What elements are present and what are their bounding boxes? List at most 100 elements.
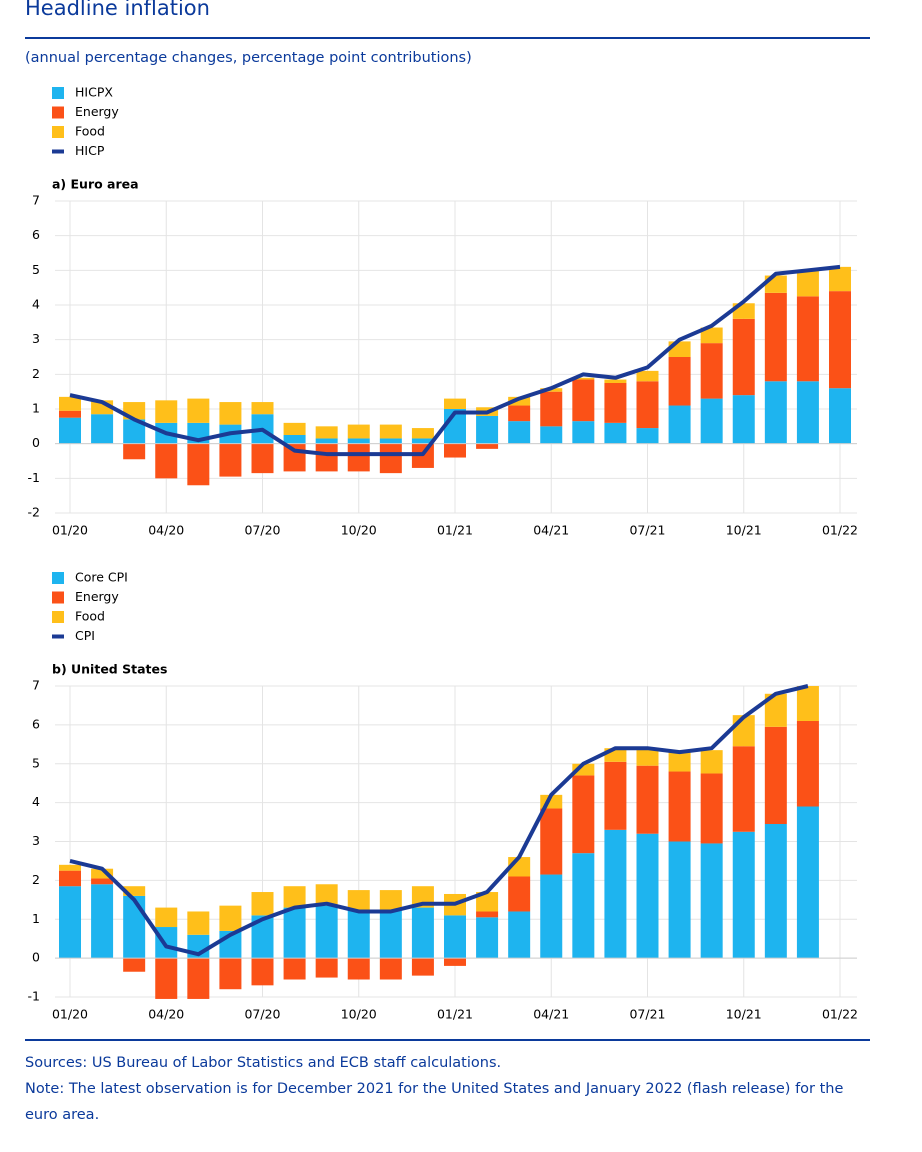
y-tick-label: -2: [28, 505, 40, 520]
bar: [315, 438, 338, 444]
bar: [444, 398, 466, 409]
x-tick-label: 07/20: [244, 523, 280, 538]
bar: [796, 296, 819, 382]
bar: [155, 400, 178, 423]
bar: [572, 853, 595, 959]
y-tick-label: -1: [28, 470, 40, 485]
legend-swatch: [52, 87, 64, 99]
bar: [91, 884, 114, 959]
panel-title: a) Euro area: [52, 177, 139, 192]
bar: [155, 958, 178, 999]
bar: [187, 911, 210, 935]
bar: [411, 958, 434, 976]
bar: [283, 422, 306, 435]
bar: [636, 381, 659, 429]
bar: [123, 886, 146, 896]
bar: [219, 402, 242, 425]
x-tick-label: 07/21: [629, 523, 665, 538]
y-tick-label: -1: [28, 989, 40, 1004]
bar: [347, 424, 370, 439]
note: Note: The latest observation is for Dece…: [25, 1081, 844, 1123]
bar: [476, 892, 499, 912]
y-tick-label: 0: [32, 435, 40, 450]
bar: [668, 405, 691, 444]
bar: [668, 771, 691, 842]
bar: [796, 720, 819, 807]
bar: [508, 876, 531, 912]
y-tick-label: 6: [32, 227, 40, 242]
legend-label: HICP: [75, 143, 105, 158]
page-title: Headline inflation: [25, 0, 210, 20]
bar: [315, 426, 338, 439]
bar: [572, 421, 595, 444]
bar: [379, 958, 402, 980]
x-tick-label: 01/21: [437, 1007, 473, 1022]
legend-swatch: [52, 611, 64, 623]
x-tick-label: 10/20: [341, 523, 377, 538]
bar: [700, 343, 723, 399]
legend-label: Core CPI: [75, 570, 128, 585]
footer: Sources: US Bureau of Labor Statistics a…: [25, 1050, 855, 1128]
bar: [636, 765, 659, 834]
bar: [187, 443, 210, 486]
bar: [347, 958, 370, 980]
bar: [59, 870, 81, 887]
bar: [444, 958, 466, 966]
y-tick-label: 2: [32, 366, 40, 381]
x-tick-label: 01/20: [52, 523, 88, 538]
bar: [155, 927, 178, 959]
bar: [91, 414, 114, 444]
bar: [251, 443, 274, 474]
x-tick-label: 10/21: [726, 523, 762, 538]
bar: [796, 806, 819, 959]
bar: [796, 686, 819, 721]
bar: [347, 438, 370, 444]
bar: [540, 426, 563, 444]
bar: [476, 443, 499, 449]
bar: [91, 868, 114, 879]
bar: [508, 405, 531, 422]
bar: [636, 370, 659, 382]
x-tick-label: 04/21: [533, 1007, 569, 1022]
bar: [219, 905, 242, 931]
legend-label: HICPX: [75, 85, 113, 100]
y-tick-label: 3: [32, 833, 40, 848]
bar: [668, 357, 691, 406]
bar: [604, 379, 627, 383]
bar: [187, 958, 210, 999]
bar: [123, 895, 146, 959]
bar: [283, 907, 306, 959]
bar: [764, 693, 787, 727]
bar: [59, 410, 81, 418]
bar: [347, 890, 370, 910]
y-tick-label: 0: [32, 950, 40, 965]
bar: [251, 915, 274, 959]
y-tick-label: 2: [32, 872, 40, 887]
bar: [604, 829, 627, 959]
bar: [668, 841, 691, 959]
x-tick-label: 01/21: [437, 523, 473, 538]
bar: [411, 907, 434, 959]
x-tick-label: 01/20: [52, 1007, 88, 1022]
bar: [283, 886, 306, 908]
bar: [347, 443, 370, 472]
bar: [315, 905, 338, 959]
x-tick-label: 07/21: [629, 1007, 665, 1022]
y-tick-label: 4: [32, 297, 40, 312]
x-tick-label: 01/22: [822, 523, 858, 538]
bar: [508, 396, 531, 406]
bar: [123, 958, 146, 972]
bar: [123, 443, 146, 460]
y-tick-label: 6: [32, 716, 40, 731]
bar: [700, 750, 723, 774]
x-tick-label: 01/22: [822, 1007, 858, 1022]
bar: [764, 726, 787, 825]
bar: [572, 775, 595, 854]
bar: [59, 417, 81, 444]
y-tick-label: 5: [32, 262, 40, 277]
bar: [732, 746, 755, 832]
y-tick-label: 7: [32, 678, 40, 693]
bar: [700, 398, 723, 444]
bar: [476, 917, 499, 959]
bar: [764, 824, 787, 959]
